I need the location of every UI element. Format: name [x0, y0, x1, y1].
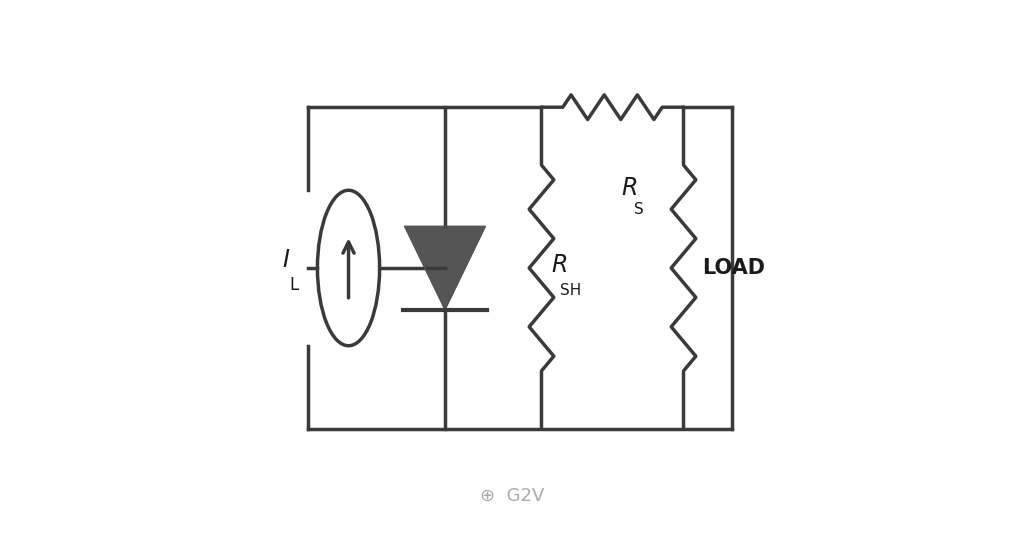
- Text: L: L: [289, 276, 298, 294]
- Text: LOAD: LOAD: [702, 258, 765, 278]
- Text: $R$: $R$: [551, 254, 567, 277]
- Text: S: S: [634, 202, 643, 217]
- Polygon shape: [404, 226, 485, 310]
- Text: $I$: $I$: [282, 248, 290, 272]
- Text: SH: SH: [560, 283, 582, 298]
- Text: $R$: $R$: [621, 176, 637, 199]
- Text: ⊕  G2V: ⊕ G2V: [480, 487, 544, 505]
